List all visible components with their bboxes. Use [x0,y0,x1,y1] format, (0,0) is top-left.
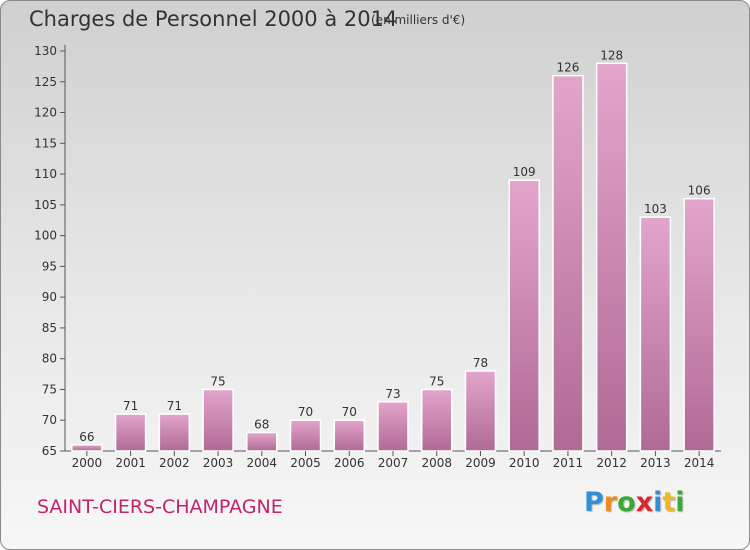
bar-value-label: 71 [167,399,182,413]
bar [158,413,191,452]
bar-value-label: 75 [429,374,444,388]
bar [420,388,453,452]
bar-value-label: 70 [298,405,313,419]
y-tick-label: 75 [42,382,57,396]
bar-value-label: 66 [79,430,94,444]
x-tick-label: 2005 [290,456,321,470]
logo-letter: x [635,487,654,518]
x-tick-label: 2000 [72,456,103,470]
chart-subtitle: (en milliers d'€) [371,13,466,27]
x-tick-label: 2006 [334,456,365,470]
bar [114,413,147,452]
y-tick-label: 85 [42,321,57,335]
logo-letter: o [617,487,636,518]
y-tick-label: 115 [34,136,57,150]
bar-value-label: 71 [123,399,138,413]
logo-letter: i [675,487,685,518]
bar-value-label: 73 [385,387,400,401]
bar [333,419,366,452]
y-tick-label: 110 [34,167,57,181]
logo-letter: r [603,487,618,518]
x-tick-label: 2007 [378,456,409,470]
bar [289,419,322,452]
bar [202,388,234,452]
y-tick-label: 120 [34,106,57,120]
bar [508,179,540,452]
bar [683,197,715,452]
x-tick-label: 2014 [684,456,715,470]
bar [595,62,628,452]
logo-letter: t [662,487,676,518]
x-tick-label: 2010 [509,456,540,470]
y-tick-label: 130 [34,44,57,58]
bar-value-label: 68 [254,418,269,432]
y-tick-label: 70 [42,413,57,427]
bar-value-label: 128 [600,48,623,62]
bar [464,370,497,452]
x-tick-label: 2008 [421,456,452,470]
y-tick-label: 125 [34,75,57,89]
bar [552,74,584,452]
x-tick-label: 2004 [247,456,278,470]
bar-value-label: 70 [342,405,357,419]
bar-value-label: 75 [210,374,225,388]
y-tick-label: 105 [34,198,57,212]
y-tick-label: 100 [34,229,57,243]
bar-value-label: 109 [513,165,536,179]
chart-title: Charges de Personnel 2000 à 2014 [29,7,398,31]
bar [639,216,672,452]
x-tick-label: 2012 [596,456,627,470]
bar-value-label: 103 [644,202,667,216]
y-tick-label: 90 [42,290,57,304]
y-tick-label: 80 [42,352,57,366]
logo-letter: P [584,487,604,518]
proxiti-logo: Proxiti [584,487,685,518]
y-tick-label: 95 [42,259,57,273]
bar-value-label: 126 [556,61,579,75]
bar-value-label: 106 [688,184,711,198]
logo-letter: i [653,487,663,518]
x-tick-label: 2001 [115,456,146,470]
x-tick-label: 2009 [465,456,496,470]
bar-value-label: 78 [473,356,488,370]
x-tick-label: 2002 [159,456,190,470]
bar [246,431,278,452]
y-tick-label: 65 [42,444,57,458]
x-tick-label: 2011 [553,456,584,470]
x-tick-label: 2003 [203,456,234,470]
location-name: SAINT-CIERS-CHAMPAGNE [37,496,283,518]
bar [71,444,103,452]
bar [377,401,409,452]
x-tick-label: 2013 [640,456,671,470]
